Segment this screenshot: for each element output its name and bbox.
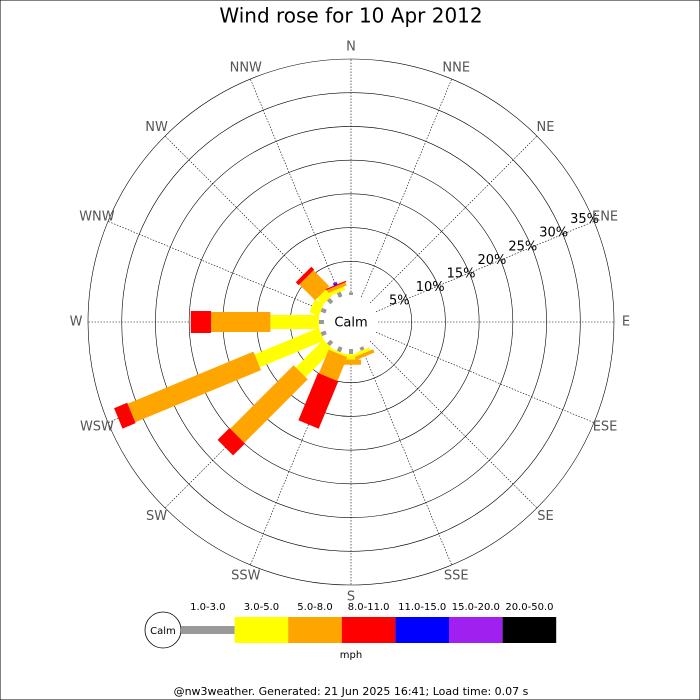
rose-segment [341, 359, 361, 365]
rose-segment [295, 266, 315, 286]
legend-swatch [181, 626, 235, 634]
rose-segment [354, 349, 375, 361]
direction-label: SW [146, 509, 167, 524]
r-tick-label: 15% [447, 266, 476, 281]
rose-segment [356, 347, 371, 356]
direction-label: ENE [592, 209, 618, 224]
legend-label: 8.0-11.0 [348, 602, 390, 613]
legend-label: 15.0-20.0 [452, 602, 500, 613]
rose-segment [320, 330, 327, 337]
rose-segment [230, 365, 308, 443]
legend-swatch [341, 617, 396, 643]
spoke [107, 221, 327, 312]
spoke [375, 332, 595, 423]
r-tick-label: 5% [389, 293, 410, 308]
rose-segment [349, 349, 353, 355]
legend-swatch [234, 617, 289, 643]
rose-segment [331, 348, 346, 357]
rose-segment [320, 307, 327, 314]
rose-segment [336, 291, 343, 298]
legend-label: 11.0-15.0 [398, 602, 446, 613]
r-tick-label: 10% [416, 280, 445, 295]
legend-swatch [288, 617, 342, 643]
legend-label: 20.0-50.0 [505, 602, 553, 613]
direction-label: NNW [230, 60, 262, 75]
rose-segment [326, 282, 347, 294]
rose-segment [309, 299, 325, 317]
grid-ring [87, 58, 615, 586]
direction-label: WSW [80, 420, 114, 435]
rose-segment [295, 339, 334, 378]
direction-label: NW [145, 120, 168, 135]
legend-calm-label: Calm [150, 626, 176, 637]
direction-label: ESE [593, 420, 618, 435]
rose-segment [190, 311, 212, 333]
direction-label: S [347, 590, 355, 605]
legend-label: 1.0-3.0 [190, 602, 225, 613]
rose-segment [114, 402, 136, 429]
rose-segment [318, 349, 348, 381]
r-tick-label: 20% [477, 253, 506, 268]
rose-segment [211, 312, 271, 332]
rose-segment [332, 281, 337, 285]
r-tick-label: 25% [508, 239, 537, 254]
spoke [375, 221, 595, 312]
spoke [369, 135, 538, 304]
direction-label: E [622, 315, 630, 330]
calm-circle [327, 298, 375, 346]
spoke [361, 78, 452, 298]
grid-ring [188, 159, 514, 485]
rose-segment [336, 346, 343, 353]
spoke [361, 346, 452, 566]
legend-label: 3.0-5.0 [244, 602, 279, 613]
direction-label: WNW [79, 209, 115, 224]
legend-title: mph [340, 650, 362, 661]
rose-segment [217, 428, 245, 456]
rose-segment [359, 346, 365, 351]
rose-segment [331, 286, 346, 296]
rose-segment [326, 339, 334, 347]
rose-segment [318, 320, 324, 324]
rose-segment [349, 292, 353, 295]
legend-label: 5.0-8.0 [297, 602, 332, 613]
direction-label: N [346, 40, 356, 55]
legend-swatch [502, 617, 557, 643]
rose-segment [326, 297, 334, 305]
rose-segment [270, 315, 319, 329]
direction-label: W [70, 315, 83, 330]
direction-label: SSE [444, 569, 469, 584]
rose-segment [333, 282, 338, 286]
footer: @nw3weather. Generated: 21 Jun 2025 16:4… [174, 685, 529, 698]
rose-segment [325, 280, 347, 291]
rose-segment [254, 327, 325, 368]
rose-segment [299, 270, 330, 301]
legend-swatch [449, 617, 503, 643]
spoke [250, 78, 341, 298]
r-tick-label: 35% [570, 212, 599, 227]
direction-label: SSW [231, 569, 261, 584]
rose-segment [344, 354, 358, 360]
spoke [369, 340, 538, 509]
rose-segment [127, 351, 261, 423]
direction-label: NNE [442, 60, 470, 75]
rose-segment [298, 372, 339, 429]
direction-label: NE [536, 120, 554, 135]
r-tick-label: 30% [539, 226, 568, 241]
legend-swatch [395, 617, 449, 643]
chart-title: Wind rose for 10 Apr 2012 [219, 4, 482, 28]
direction-label: SE [537, 509, 553, 524]
calm-label: Calm [334, 316, 367, 331]
